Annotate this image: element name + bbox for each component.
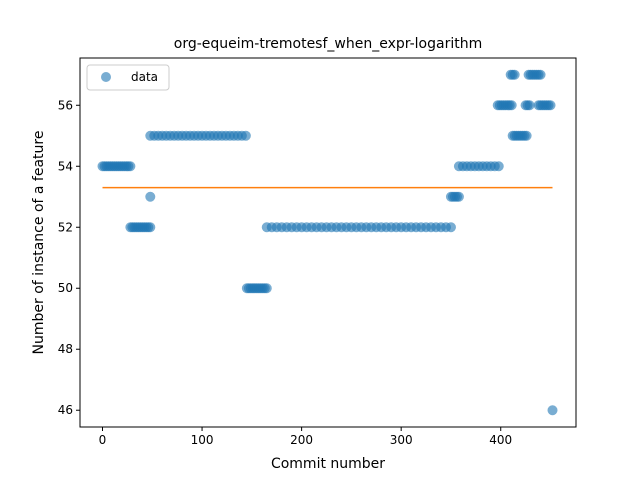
x-tick-label: 100	[191, 433, 214, 447]
data-point	[145, 222, 156, 233]
data-point	[506, 100, 517, 111]
plot-frame	[79, 57, 577, 428]
legend: data	[86, 64, 170, 91]
data-point	[509, 69, 520, 80]
data-point	[545, 100, 556, 111]
x-tick-label: 200	[290, 433, 313, 447]
chart-title: org-equeim-tremotesf_when_expr-logarithm	[174, 36, 483, 52]
series-layer	[97, 69, 558, 416]
data-point	[524, 100, 535, 111]
data-point	[240, 130, 251, 141]
data-point	[493, 161, 504, 172]
data-point	[535, 69, 546, 80]
y-tick-label: 46	[58, 403, 73, 417]
x-tick-label: 400	[489, 433, 512, 447]
y-tick-label: 56	[58, 98, 73, 112]
y-tick-label: 48	[58, 342, 73, 356]
ticks-layer: 0 100 200 300 400 46 48 50 52 54 56	[58, 98, 512, 447]
y-tick-label: 50	[58, 281, 73, 295]
data-point	[521, 130, 532, 141]
x-tick-label: 300	[390, 433, 413, 447]
legend-label: data	[131, 70, 158, 84]
legend-box	[86, 64, 170, 91]
data-point	[547, 405, 558, 416]
x-axis-label: Commit number	[271, 456, 385, 472]
data-point	[261, 283, 272, 294]
data-point	[125, 161, 136, 172]
x-tick-label: 0	[99, 433, 107, 447]
plot-area	[80, 58, 576, 427]
y-tick-label: 54	[58, 159, 73, 173]
legend-marker	[101, 72, 111, 82]
data-point	[445, 222, 456, 233]
y-tick-label: 52	[58, 220, 73, 234]
data-point	[453, 191, 464, 202]
y-axis-label: Number of instance of a feature	[31, 131, 47, 355]
data-point	[145, 191, 156, 202]
